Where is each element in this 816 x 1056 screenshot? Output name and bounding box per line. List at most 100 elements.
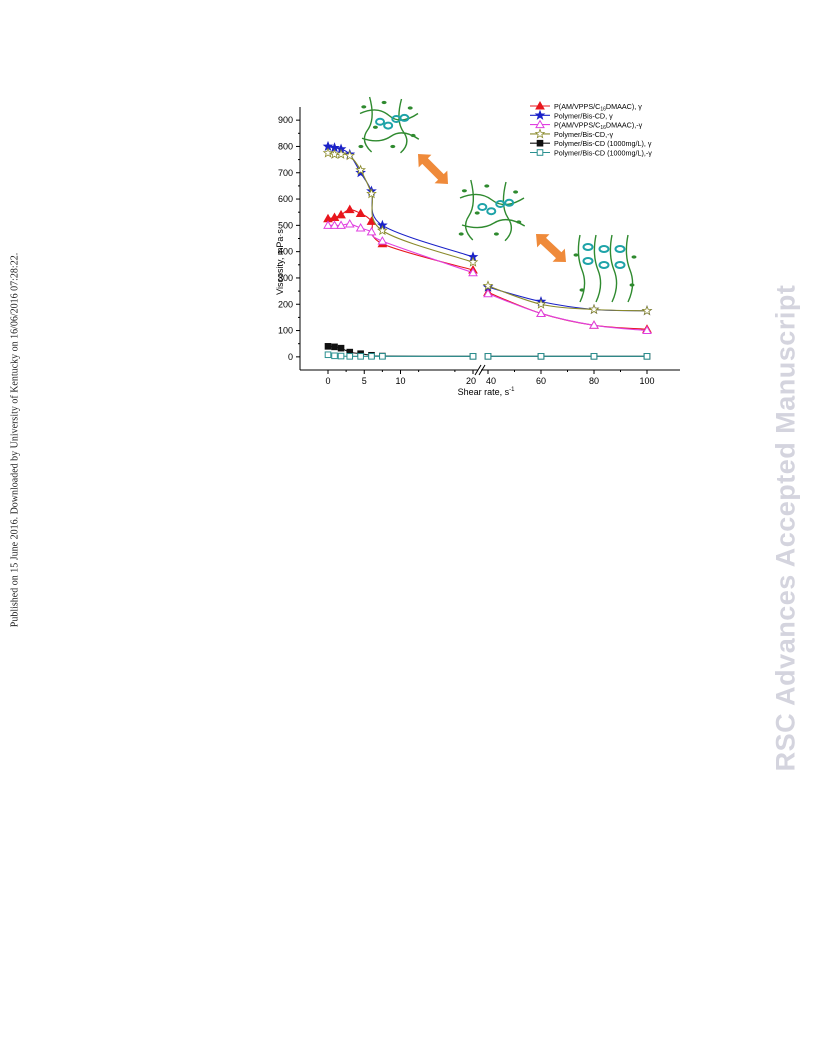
double-arrow-icon [536, 234, 566, 262]
schematic-gel-network [358, 96, 420, 154]
legend-label-tail: DMAAC), γ [606, 102, 642, 111]
cyclodextrin-ring [504, 198, 515, 207]
legend-label: Polymer/Bis-CD, γ [554, 111, 613, 120]
x-tick-label: 0 [325, 376, 330, 386]
data-point [469, 353, 477, 360]
data-point [484, 353, 492, 360]
data-point [482, 280, 494, 291]
y-tick-label: 800 [278, 141, 293, 151]
hydrophobe-leaf [372, 125, 378, 129]
hydrophobe-leaf [516, 220, 522, 224]
data-point [535, 298, 547, 309]
data-point [536, 308, 546, 317]
data-point [344, 204, 355, 214]
x-tick-label: 40 [486, 376, 496, 386]
series-4 [322, 147, 653, 316]
hydrophobe-leaf [484, 184, 490, 188]
data-point [589, 320, 599, 329]
y-tick-label: 300 [278, 273, 293, 283]
cyclodextrin-ring [486, 207, 497, 216]
cyclodextrin-ring [399, 113, 410, 122]
polymer-chain [577, 234, 586, 303]
series-line [327, 145, 474, 258]
x-tick-label: 60 [536, 376, 546, 386]
legend-label: Polymer/Bis-CD (1000mg/L),-γ [554, 149, 652, 158]
data-point [377, 224, 388, 236]
series-line [328, 223, 474, 274]
legend-label: Polymer/Bis-CD,-γ [554, 130, 614, 139]
data-point [536, 149, 544, 156]
cyclodextrin-ring [598, 261, 610, 269]
data-point [590, 353, 598, 360]
data-point [534, 109, 546, 120]
data-point [588, 303, 600, 315]
series-line [487, 286, 648, 312]
data-point [379, 353, 386, 360]
y-tick-label: 200 [278, 299, 293, 309]
legend-label-main: P(AM/VPPS/C [554, 102, 600, 111]
data-point [536, 139, 544, 147]
cyclodextrin-ring [375, 117, 386, 126]
y-tick-label: 100 [278, 326, 293, 336]
y-tick-label: 900 [278, 115, 293, 125]
y-tick-label: 700 [278, 168, 293, 178]
y-tick-label: 600 [278, 194, 293, 204]
data-point [355, 208, 366, 218]
hydrophobe-leaf [407, 106, 413, 110]
cyclodextrin-ring [477, 203, 488, 211]
y-tick-label: 400 [278, 247, 293, 257]
series-1 [323, 204, 652, 333]
data-point [336, 209, 346, 219]
series-line [327, 209, 474, 271]
viscosity-chart: 0 100 200 300 400 500 600 700 800 900 0 5 10 20 40 60 80… [275, 96, 680, 397]
polymer-chain [363, 96, 373, 153]
series-2 [322, 140, 653, 316]
legend-label: P(AM/VPPS/C16DMAAC), γ [554, 102, 642, 113]
x-axis-break-mark [478, 364, 486, 376]
legend-label-main: Polymer/Bis-CD,-γ [554, 130, 614, 139]
data-point [336, 220, 346, 229]
data-point [324, 343, 332, 350]
publication-note: Published on 15 June 2016. Downloaded by… [0, 0, 30, 1056]
data-point [344, 150, 356, 161]
hydrophobe-leaf [381, 100, 387, 105]
data-point [335, 148, 347, 159]
polymer-chain [609, 234, 618, 303]
x-tick-label: 100 [639, 376, 654, 386]
polymer-chain [464, 179, 475, 241]
data-point [643, 353, 651, 360]
data-point [535, 100, 545, 110]
legend-label-main: Polymer/Bis-CD, γ [554, 111, 613, 120]
data-point [483, 288, 493, 298]
data-point [323, 220, 333, 229]
hydrophobe-leaf [461, 189, 467, 193]
data-point [329, 220, 340, 229]
hydrophobe-leaf [361, 105, 367, 109]
polymer-chain [361, 132, 420, 142]
y-axis-label: Viscosity, mPa·s [275, 229, 285, 295]
data-point [346, 353, 354, 360]
hydrophobe-leaf [410, 133, 416, 138]
polymer-chain [459, 193, 525, 206]
x-tick-label: 20 [466, 376, 476, 386]
data-point [344, 219, 355, 228]
data-point [355, 164, 366, 175]
cyclodextrin-ring [614, 245, 626, 253]
data-point [535, 119, 545, 129]
x-axis-break-mark [474, 364, 482, 376]
polymer-chain [593, 234, 602, 303]
hydrophobe-leaf [358, 144, 364, 149]
x-tick-label: 10 [395, 376, 405, 386]
data-point [641, 305, 653, 316]
data-series [322, 140, 653, 360]
polymer-chain [502, 181, 513, 242]
cyclodextrin-ring [614, 261, 626, 269]
y-tick-label: 0 [288, 352, 293, 362]
data-point [368, 353, 375, 360]
axes: 0 100 200 300 400 500 600 700 800 900 0 5 10 20 40 60 80… [278, 107, 680, 386]
legend-label: Polymer/Bis-CD (1000mg/L), γ [554, 139, 652, 148]
x-tick-label: 80 [589, 376, 599, 386]
data-point [324, 351, 332, 359]
series-6 [324, 351, 651, 360]
